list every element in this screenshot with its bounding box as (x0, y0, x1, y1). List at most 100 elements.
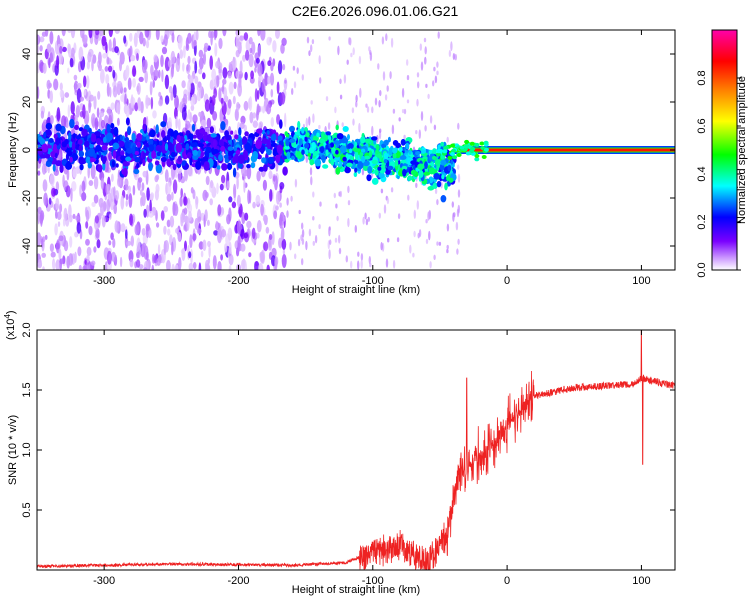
heatmap-cell (228, 81, 234, 95)
heatmap-cell (306, 36, 310, 44)
heatmap-cell (256, 105, 261, 113)
heatmap-cell (447, 155, 453, 160)
heatmap-cell (72, 168, 77, 178)
heatmap-cell (406, 75, 410, 81)
heatmap-cell (91, 117, 96, 129)
heatmap-cell (194, 217, 199, 230)
heatmap-cell (325, 96, 329, 102)
heatmap-cell (187, 32, 192, 44)
heatmap-cell (68, 43, 72, 58)
heatmap-cell (381, 162, 386, 170)
heatmap-cell (243, 232, 248, 239)
heatmap-cell (289, 241, 292, 251)
heatmap-cell (124, 103, 129, 113)
heatmap-cell (360, 253, 364, 261)
heatmap-cell (192, 114, 198, 124)
heatmap-cell (125, 156, 132, 162)
heatmap-cell (314, 158, 322, 167)
heatmap-cell (77, 139, 83, 145)
heatmap-cell (223, 154, 229, 159)
heatmap-cell (155, 124, 159, 135)
heatmap-cell (141, 182, 145, 191)
heatmap-cell (218, 37, 223, 50)
heatmap-cell (388, 147, 393, 156)
heatmap-cell (256, 232, 260, 239)
heatmap-cell (111, 160, 115, 168)
heatmap-cell (192, 149, 198, 156)
heatmap-cell (70, 101, 75, 115)
heatmap-cell (283, 77, 288, 91)
heatmap-cell (185, 43, 190, 52)
heatmap-cell (46, 43, 52, 53)
heatmap-cell (481, 155, 487, 159)
heatmap-cell (45, 161, 52, 167)
heatmap-cell (89, 157, 97, 163)
heatmap-cell (101, 144, 108, 151)
heatmap-cell (239, 60, 243, 75)
heatmap-cell (368, 150, 373, 158)
heatmap-cell (76, 135, 81, 140)
heatmap-cell (174, 264, 179, 270)
heatmap-cell (95, 144, 102, 152)
heatmap-cell (45, 122, 53, 130)
heatmap-cell (97, 90, 101, 100)
heatmap-cell (207, 240, 211, 248)
heatmap-cell (236, 194, 241, 208)
heatmap-cell (82, 38, 88, 45)
heatmap-cell (210, 133, 217, 138)
heatmap-cell (450, 152, 455, 156)
heatmap-cell (47, 164, 50, 174)
heatmap-cell (161, 130, 166, 138)
heatmap-cell (203, 50, 206, 65)
heatmap-cell (342, 126, 349, 132)
heatmap-cell (456, 153, 462, 157)
heatmap-cell (227, 99, 232, 109)
heatmap-cell (425, 83, 428, 88)
heatmap-cell (61, 115, 67, 128)
heatmap-cell (440, 141, 444, 147)
colorbar-ticks: 0.0 0.2 0.4 0.6 0.8 (696, 70, 741, 278)
heatmap-cell (305, 155, 308, 163)
heatmap-cell (84, 140, 90, 148)
heatmap-cell (415, 130, 418, 135)
heatmap-cell (335, 124, 339, 131)
heatmap-cell (198, 128, 206, 134)
heatmap-cell (108, 151, 113, 162)
heatmap-cell (66, 150, 73, 157)
heatmap-cell (104, 66, 109, 72)
heatmap-cell (39, 138, 46, 146)
heatmap-cell (275, 153, 281, 164)
heatmap-cell (351, 107, 355, 114)
heatmap-cell (181, 160, 186, 166)
heatmap-cell (425, 219, 428, 224)
x-tick-label: -200 (227, 575, 249, 587)
heatmap-cell (37, 34, 41, 45)
heatmap-cell (59, 258, 62, 270)
heatmap-cell (64, 92, 70, 98)
heatmap-cell (123, 87, 127, 93)
spectrogram-xlabel: Height of straight line (km) (292, 284, 420, 296)
heatmap-cell (276, 81, 280, 95)
heatmap-cell (301, 149, 305, 155)
heatmap-cell (212, 139, 217, 149)
heatmap-cell (474, 157, 480, 162)
heatmap-cell (247, 189, 251, 205)
heatmap-cell (156, 222, 160, 228)
heatmap-cell (435, 152, 441, 157)
heatmap-cell (380, 242, 383, 251)
colorbar-tick-label: 0.0 (696, 262, 708, 277)
heatmap-cell (123, 167, 128, 178)
heatmap-cell (137, 103, 141, 112)
heatmap-cell (256, 89, 260, 100)
heatmap-cell (124, 131, 128, 138)
heatmap-cell (145, 94, 149, 109)
heatmap-cell (206, 219, 210, 226)
heatmap-cell (157, 244, 161, 255)
heatmap-cell (237, 154, 245, 164)
heatmap-cell (413, 230, 416, 238)
heatmap-cell (148, 210, 154, 218)
heatmap-cell (429, 261, 432, 269)
heatmap-cell (217, 228, 222, 244)
heatmap-cell (136, 251, 140, 259)
heatmap-cell (134, 102, 139, 112)
